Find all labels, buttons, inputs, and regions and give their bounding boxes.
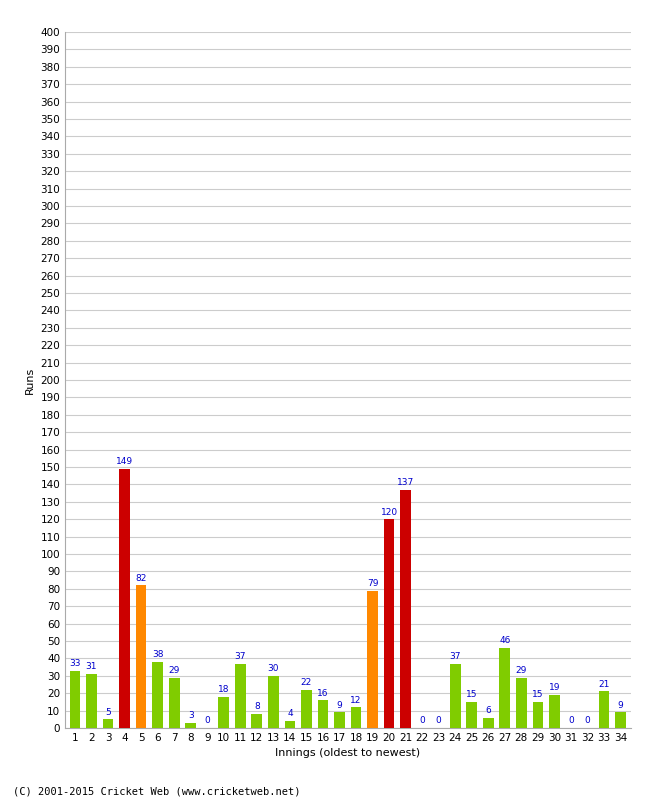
- Text: 149: 149: [116, 457, 133, 466]
- Bar: [615, 712, 626, 728]
- Text: 15: 15: [466, 690, 478, 699]
- Bar: [185, 722, 196, 728]
- Bar: [70, 670, 81, 728]
- X-axis label: Innings (oldest to newest): Innings (oldest to newest): [275, 749, 421, 758]
- Text: (C) 2001-2015 Cricket Web (www.cricketweb.net): (C) 2001-2015 Cricket Web (www.cricketwe…: [13, 786, 300, 796]
- Y-axis label: Runs: Runs: [25, 366, 35, 394]
- Text: 29: 29: [515, 666, 527, 675]
- Text: 15: 15: [532, 690, 543, 699]
- Bar: [103, 719, 113, 728]
- Text: 0: 0: [419, 716, 425, 726]
- Bar: [318, 700, 328, 728]
- Text: 21: 21: [599, 680, 610, 689]
- Bar: [136, 586, 146, 728]
- Bar: [532, 702, 543, 728]
- Bar: [169, 678, 179, 728]
- Bar: [235, 664, 246, 728]
- Bar: [499, 648, 510, 728]
- Bar: [400, 490, 411, 728]
- Text: 0: 0: [436, 716, 441, 726]
- Text: 12: 12: [350, 695, 361, 705]
- Text: 31: 31: [86, 662, 97, 671]
- Bar: [450, 664, 461, 728]
- Bar: [86, 674, 97, 728]
- Text: 120: 120: [380, 507, 398, 517]
- Bar: [285, 721, 295, 728]
- Bar: [599, 691, 610, 728]
- Bar: [268, 676, 279, 728]
- Bar: [467, 702, 477, 728]
- Text: 6: 6: [486, 706, 491, 715]
- Text: 8: 8: [254, 702, 260, 711]
- Bar: [252, 714, 262, 728]
- Text: 9: 9: [618, 701, 623, 710]
- Text: 0: 0: [204, 716, 210, 726]
- Text: 46: 46: [499, 636, 510, 646]
- Text: 3: 3: [188, 711, 194, 720]
- Bar: [301, 690, 312, 728]
- Text: 82: 82: [135, 574, 147, 582]
- Text: 16: 16: [317, 689, 329, 698]
- Bar: [549, 695, 560, 728]
- Text: 29: 29: [168, 666, 180, 675]
- Text: 137: 137: [397, 478, 414, 487]
- Text: 9: 9: [337, 701, 343, 710]
- Text: 37: 37: [235, 652, 246, 661]
- Bar: [483, 718, 493, 728]
- Text: 4: 4: [287, 710, 292, 718]
- Text: 19: 19: [549, 683, 560, 692]
- Bar: [218, 697, 229, 728]
- Bar: [367, 590, 378, 728]
- Text: 0: 0: [568, 716, 574, 726]
- Text: 5: 5: [105, 708, 111, 717]
- Text: 0: 0: [584, 716, 590, 726]
- Text: 79: 79: [367, 579, 378, 588]
- Text: 37: 37: [450, 652, 461, 661]
- Bar: [334, 712, 345, 728]
- Bar: [350, 707, 361, 728]
- Bar: [516, 678, 526, 728]
- Text: 30: 30: [268, 664, 279, 673]
- Bar: [384, 519, 395, 728]
- Text: 38: 38: [152, 650, 163, 659]
- Text: 22: 22: [301, 678, 312, 687]
- Bar: [119, 469, 130, 728]
- Bar: [152, 662, 163, 728]
- Text: 33: 33: [69, 659, 81, 668]
- Text: 18: 18: [218, 685, 229, 694]
